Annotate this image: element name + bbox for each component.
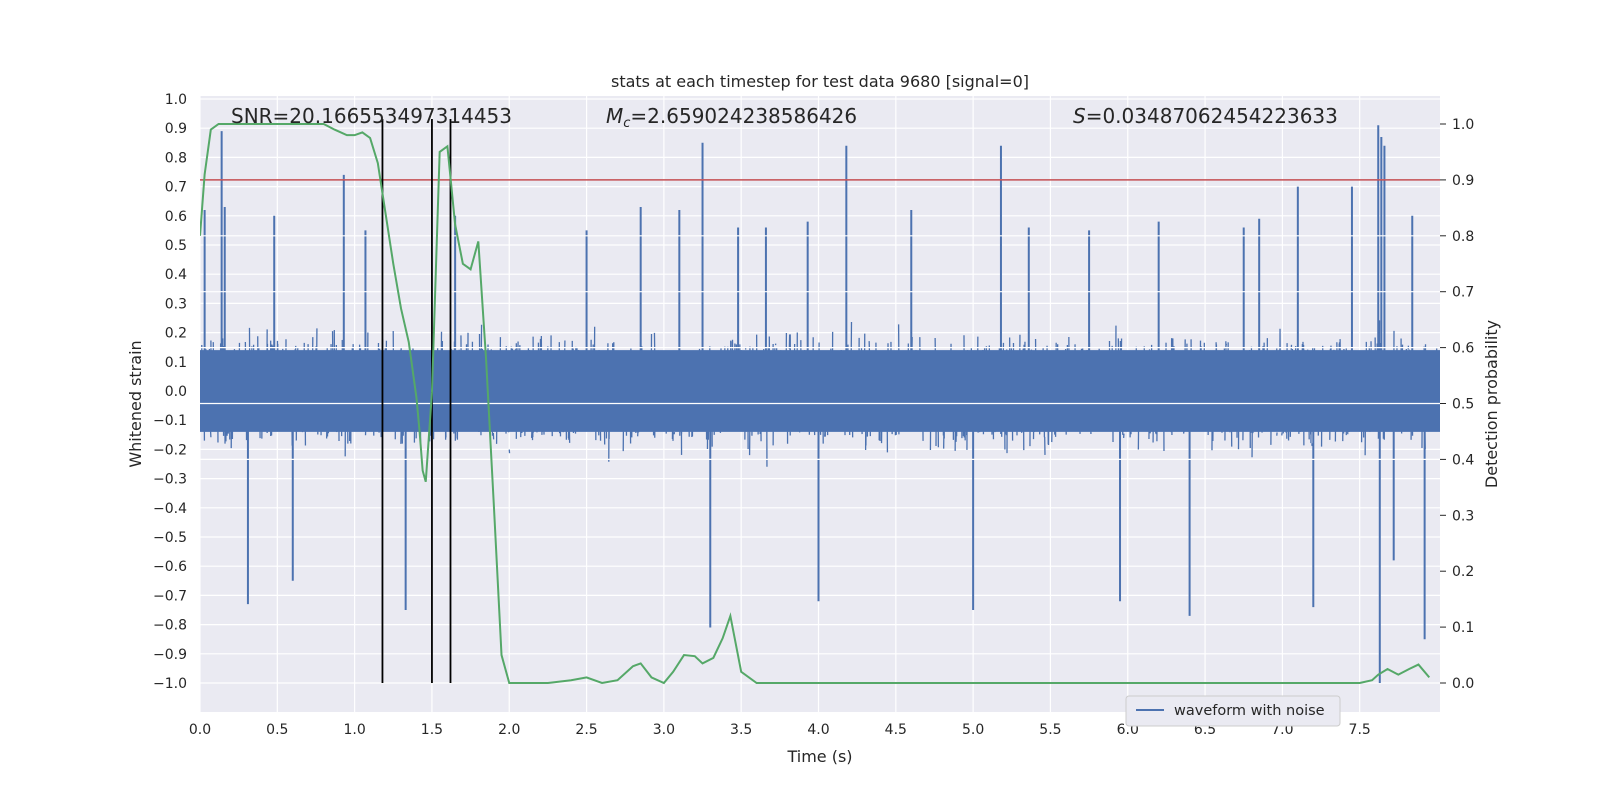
x-tick-label: 5.5 — [1039, 722, 1061, 738]
y2-tick-label: 0.6 — [1452, 341, 1474, 357]
x-tick-label: 4.5 — [885, 722, 907, 738]
y-tick-label: −0.5 — [153, 530, 187, 546]
y-tick-label: −0.1 — [153, 413, 187, 429]
y-tick-label: 0.2 — [165, 326, 187, 342]
chart-title: stats at each timestep for test data 968… — [611, 72, 1029, 91]
y-tick-label: 0.4 — [165, 267, 187, 283]
chirp-mass-annotation: Mc=2.659024238586426 — [606, 104, 857, 131]
y2-tick-label: 0.9 — [1452, 173, 1474, 189]
s-annotation: S=0.03487062454223633 — [1073, 104, 1338, 128]
y2-axis-label: Detection probability — [1482, 320, 1501, 488]
legend-box — [1125, 695, 1341, 727]
y-tick-label: −0.6 — [153, 559, 187, 575]
legend: waveform with noise — [1125, 695, 1341, 727]
y-tick-label: −0.9 — [153, 647, 187, 663]
x-axis-label: Time (s) — [786, 747, 852, 766]
y2-tick-label: 0.5 — [1452, 397, 1474, 413]
x-tick-label: 1.5 — [421, 722, 443, 738]
y-tick-label: 1.0 — [165, 92, 187, 108]
x-tick-label: 7.5 — [1349, 722, 1371, 738]
x-tick-label: 2.5 — [575, 722, 597, 738]
y2-tick-label: 0.1 — [1452, 620, 1474, 636]
y-tick-label: 0.7 — [165, 180, 187, 196]
s-value: =0.03487062454223633 — [1086, 104, 1338, 128]
waveform-dense-band — [200, 350, 1440, 432]
y-tick-label: −0.8 — [153, 618, 187, 634]
waveform-series — [200, 125, 1440, 683]
y-tick-label: −0.7 — [153, 588, 187, 604]
x-tick-label: 3.5 — [730, 722, 752, 738]
y-axis-ticks: 1.0 0.9 0.8 0.7 0.6 0.5 0.4 0.3 0.2 0.1 0.0 −0.1 −0.… — [153, 92, 187, 692]
y2-tick-label: 0.3 — [1452, 508, 1474, 524]
legend-label: waveform with noise — [1174, 703, 1325, 719]
y-tick-label: −0.3 — [153, 472, 187, 488]
chirp-mass-subscript: c — [623, 116, 630, 131]
y-tick-label: 0.3 — [165, 296, 187, 312]
chirp-mass-value: =2.659024238586426 — [630, 104, 857, 128]
y-tick-label: 0.0 — [165, 384, 187, 400]
x-tick-label: 2.0 — [498, 722, 520, 738]
y2-tick-label: 1.0 — [1452, 117, 1474, 133]
y-tick-label: −0.2 — [153, 442, 187, 458]
x-tick-label: 5.0 — [962, 722, 984, 738]
y2-tick-label: 0.8 — [1452, 229, 1474, 245]
detection-probability-line — [200, 123, 1431, 685]
y-tick-label: 0.8 — [165, 150, 187, 166]
chirp-mass-symbol: M — [606, 104, 623, 128]
y2-tick-label: 0.2 — [1452, 564, 1474, 580]
y2-tick-label: 0.4 — [1452, 452, 1474, 468]
x-tick-label: 1.0 — [343, 722, 365, 738]
y2-tick-label: 0.7 — [1452, 285, 1474, 301]
x-tick-label: 4.0 — [807, 722, 829, 738]
y2-axis-ticks: 1.0 0.9 0.8 0.7 0.6 0.5 0.4 0.3 0.2 0.1 0.0 — [1440, 117, 1474, 692]
y-tick-label: −1.0 — [153, 676, 187, 692]
x-tick-label: 0.5 — [266, 722, 288, 738]
y2-tick-label: 0.0 — [1452, 676, 1474, 692]
y-axis-label: Whitened strain — [126, 340, 145, 467]
x-tick-label: 0.0 — [189, 722, 211, 738]
y-tick-label: 0.6 — [165, 209, 187, 225]
snr-annotation: SNR=20.166553497314453 — [231, 104, 512, 128]
y-tick-label: 0.1 — [165, 355, 187, 371]
y-tick-label: 0.9 — [165, 121, 187, 137]
y-tick-label: 0.5 — [165, 238, 187, 254]
y-tick-label: −0.4 — [153, 501, 187, 517]
s-symbol: S — [1073, 104, 1086, 128]
x-tick-label: 3.0 — [653, 722, 675, 738]
